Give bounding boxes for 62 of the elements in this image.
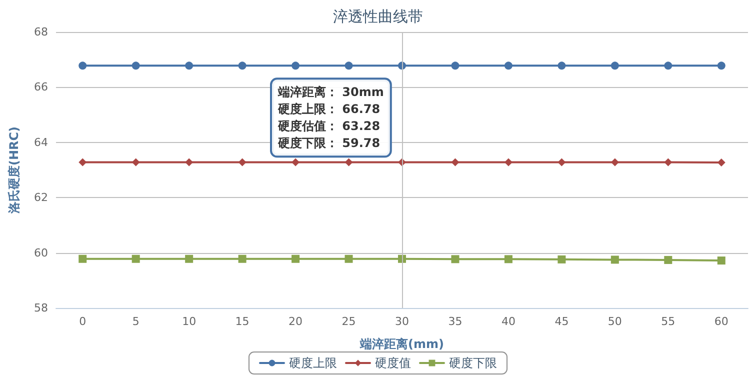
point [238,62,246,70]
x-tick-label: 20 [288,315,303,328]
point [185,158,194,166]
point [664,62,672,70]
y-tick-label: 64 [34,136,48,149]
point [344,158,353,166]
x-tick-label: 45 [554,315,569,328]
point [504,62,512,70]
point [292,254,300,263]
point [185,62,194,70]
point [504,255,512,264]
point [610,256,619,264]
point [132,254,140,263]
x-tick-label: 0 [79,315,86,328]
x-axis-title: 端淬距离(mm) [359,337,444,351]
x-tick-label: 25 [342,315,356,328]
point [717,256,726,265]
chart-title: 淬透性曲线带 [333,8,423,26]
x-tick-label: 55 [661,315,676,328]
x-tick-label: 35 [448,315,462,328]
legend-label: 硬度下限 [449,356,497,370]
y-tick-label: 62 [34,191,48,204]
x-tick-label: 15 [235,315,250,328]
point [451,62,460,70]
x-tick-label: 40 [501,315,516,328]
legend-label: 硬度上限 [289,356,337,370]
point [78,158,87,166]
point [610,158,619,166]
point [664,158,672,166]
point [344,62,353,70]
x-tick-label: 50 [608,315,622,328]
point [132,62,140,70]
y-tick-label: 60 [34,246,48,260]
point [717,158,726,167]
legend-label: 硬度值 [375,356,411,370]
point [558,255,566,264]
point [238,254,246,263]
y-axis-title: 洛氏硬度(HRC) [7,126,21,215]
point [717,62,726,70]
x-tick-label: 10 [182,315,196,328]
point [451,158,460,166]
point [558,158,566,166]
y-tick-label: 58 [34,302,48,314]
point [185,254,194,263]
x-tick-label: 60 [714,315,728,328]
point [344,254,353,263]
annotation: 端淬距离： 30mm 硬度上限： 66.78 硬度估值： 63.28 硬度下限： 59.78 [277,85,384,150]
point [664,256,672,264]
point [238,158,246,166]
x-tick-label: 5 [132,315,140,328]
point [78,254,87,263]
point [132,158,140,166]
point [558,62,566,70]
y-tick-label: 68 [34,26,48,38]
point [610,62,619,70]
point [292,158,300,166]
y-tick-label: 66 [34,80,48,94]
point [78,62,87,70]
point [292,62,300,70]
point [504,158,512,166]
point [451,255,460,264]
x-tick-label: 30 [395,315,409,328]
